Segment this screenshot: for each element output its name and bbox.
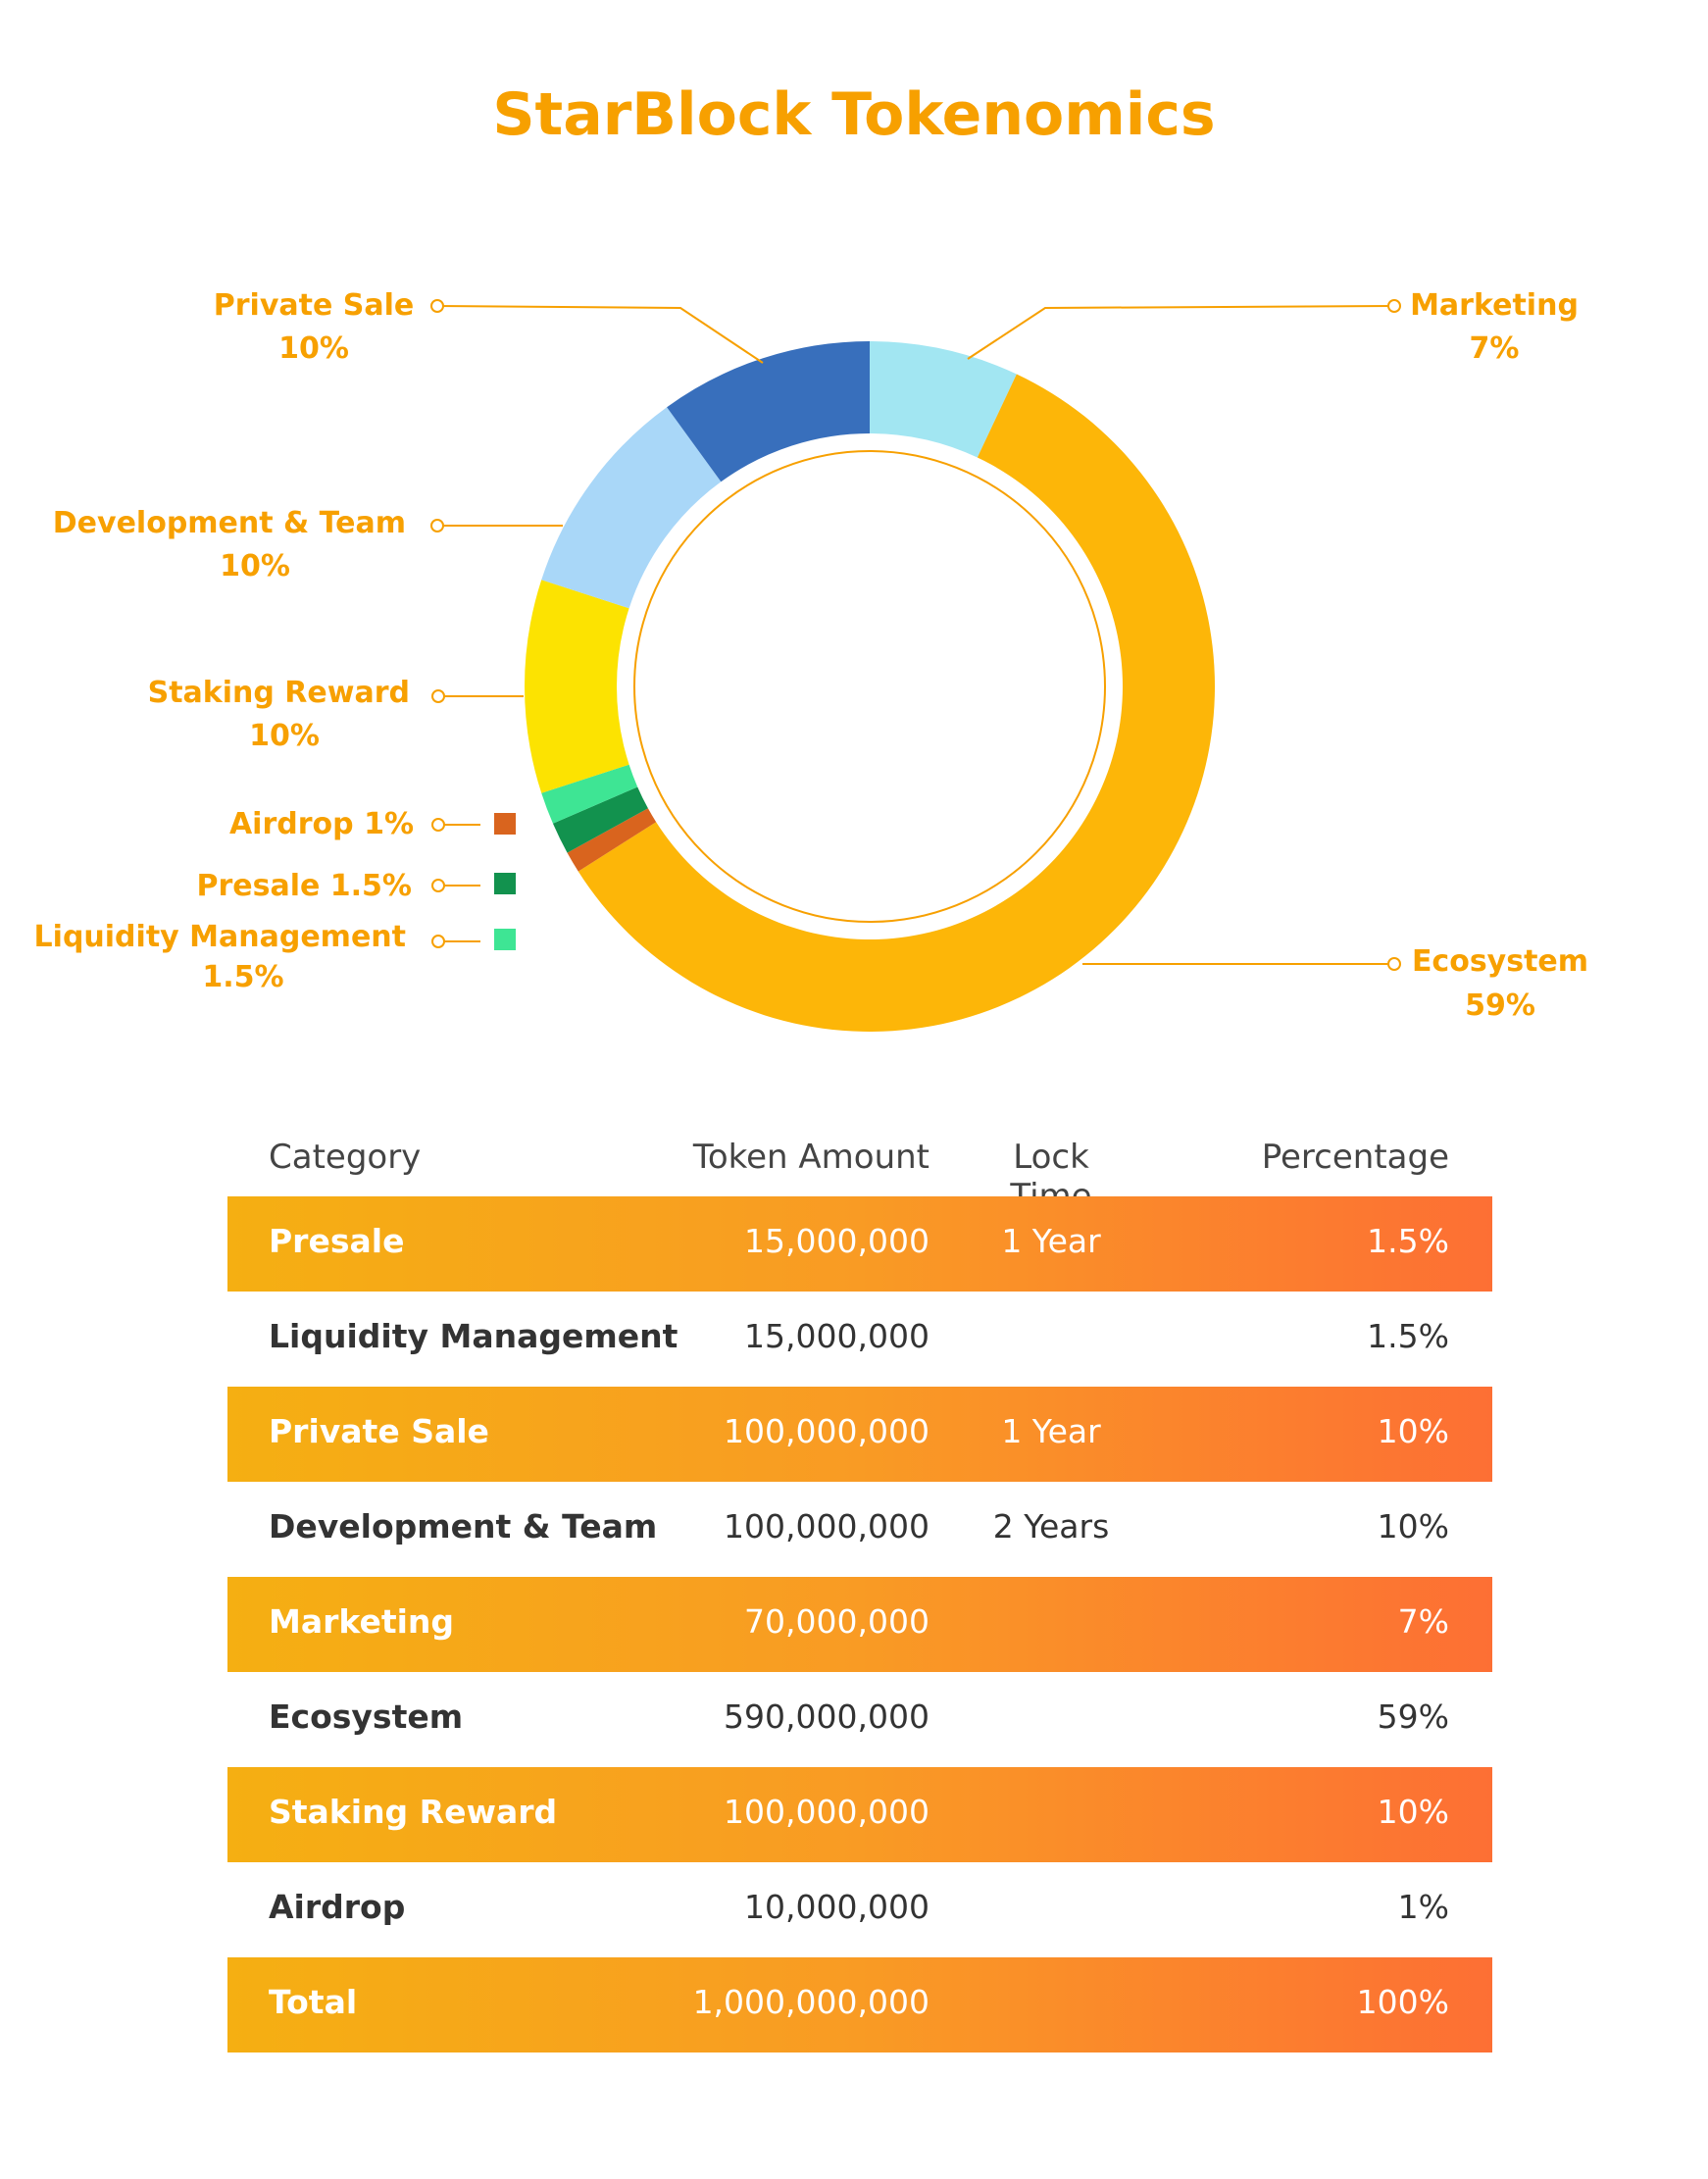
legend-ecosystem-name: Ecosystem	[1412, 944, 1588, 979]
row-amount: 590,000,000	[724, 1698, 929, 1736]
table-row: Marketing 70,000,000 7%	[227, 1577, 1492, 1672]
header-token-amount: Token Amount	[692, 1138, 929, 1177]
legend-development-pct: 10%	[220, 549, 290, 583]
row-category: Staking Reward	[269, 1793, 558, 1831]
row-percentage: 10%	[1377, 1412, 1449, 1450]
legend-marketing-pct: 7%	[1470, 331, 1520, 366]
row-category: Marketing	[269, 1602, 455, 1641]
inner-ring	[633, 450, 1106, 923]
row-amount: 70,000,000	[744, 1602, 929, 1641]
row-percentage: 59%	[1377, 1698, 1449, 1736]
row-percentage: 10%	[1377, 1507, 1449, 1546]
row-amount: 100,000,000	[724, 1793, 929, 1831]
row-amount: 15,000,000	[744, 1222, 929, 1260]
table-row: Liquidity Management 15,000,000 1.5%	[227, 1292, 1492, 1387]
header-percentage: Percentage	[1261, 1138, 1449, 1177]
table-header: Category Token Amount Lock Time Percenta…	[227, 1118, 1492, 1216]
row-category: Airdrop	[269, 1888, 406, 1926]
donut-slice-ecosystem	[578, 374, 1215, 1033]
row-percentage: 10%	[1377, 1793, 1449, 1831]
table-row: Development & Team 100,000,000 2 Years 1…	[227, 1482, 1492, 1577]
row-category: Total	[269, 1983, 358, 2021]
presale-legend-swatch	[494, 873, 516, 894]
donut-slices	[525, 341, 1215, 1033]
airdrop-legend-swatch	[494, 813, 516, 835]
donut-slice-liquidity-management	[541, 764, 638, 824]
legend-private-sale-name: Private Sale	[214, 288, 414, 323]
leader-lines	[436, 305, 1395, 965]
donut-slice-presale	[552, 786, 648, 853]
table-row: Staking Reward 100,000,000 10%	[227, 1767, 1492, 1862]
donut-slice-staking-reward	[525, 580, 629, 793]
row-lock: 1 Year	[1001, 1412, 1101, 1450]
legend-liquidity-pct: 1.5%	[202, 960, 283, 994]
table-row: Presale 15,000,000 1 Year 1.5%	[227, 1196, 1492, 1292]
liquidity-legend-swatch	[494, 929, 516, 950]
donut-slice-development-team	[541, 407, 722, 609]
legend-airdrop: Airdrop 1%	[229, 807, 414, 841]
legend-staking-name: Staking Reward	[148, 676, 410, 710]
header-category: Category	[269, 1138, 422, 1177]
row-category: Private Sale	[269, 1412, 489, 1450]
row-lock: 2 Years	[992, 1507, 1110, 1546]
legend-presale: Presale 1.5%	[196, 869, 412, 903]
row-amount: 100,000,000	[724, 1507, 929, 1546]
row-amount: 100,000,000	[724, 1412, 929, 1450]
row-percentage: 100%	[1356, 1983, 1449, 2021]
page-title: StarBlock Tokenomics	[492, 80, 1216, 149]
table-row: Ecosystem 590,000,000 59%	[227, 1672, 1492, 1767]
legend-liquidity-name: Liquidity Management	[34, 920, 406, 954]
table-row: Private Sale 100,000,000 1 Year 10%	[227, 1387, 1492, 1482]
donut-chart: Private Sale 10% Marketing 7% Developmen…	[34, 288, 1588, 1033]
legend-staking-pct: 10%	[249, 719, 320, 753]
legend-private-sale-pct: 10%	[278, 331, 349, 366]
row-percentage: 1.5%	[1367, 1222, 1449, 1260]
donut-slice-airdrop	[567, 808, 657, 872]
row-category: Development & Team	[269, 1507, 658, 1546]
row-percentage: 1.5%	[1367, 1317, 1449, 1355]
row-category: Liquidity Management	[269, 1317, 678, 1355]
legend-ecosystem-pct: 59%	[1465, 988, 1535, 1023]
legend-development-name: Development & Team	[53, 506, 406, 540]
row-percentage: 7%	[1397, 1602, 1449, 1641]
leader-dots	[430, 299, 1401, 971]
row-amount: 15,000,000	[744, 1317, 929, 1355]
row-category: Ecosystem	[269, 1698, 464, 1736]
table-row: Airdrop 10,000,000 1%	[227, 1862, 1492, 1957]
row-amount: 10,000,000	[744, 1888, 929, 1926]
row-amount: 1,000,000,000	[692, 1983, 929, 2021]
row-lock: 1 Year	[1001, 1222, 1101, 1260]
donut-slice-private-sale	[667, 341, 870, 482]
table-row-total: Total 1,000,000,000 100%	[227, 1957, 1492, 2052]
tokenomics-table: Category Token Amount Lock Time Percenta…	[227, 1118, 1492, 2052]
legend-marketing-name: Marketing	[1410, 288, 1579, 323]
row-percentage: 1%	[1397, 1888, 1449, 1926]
row-category: Presale	[269, 1222, 405, 1260]
donut-slice-marketing	[870, 341, 1017, 458]
